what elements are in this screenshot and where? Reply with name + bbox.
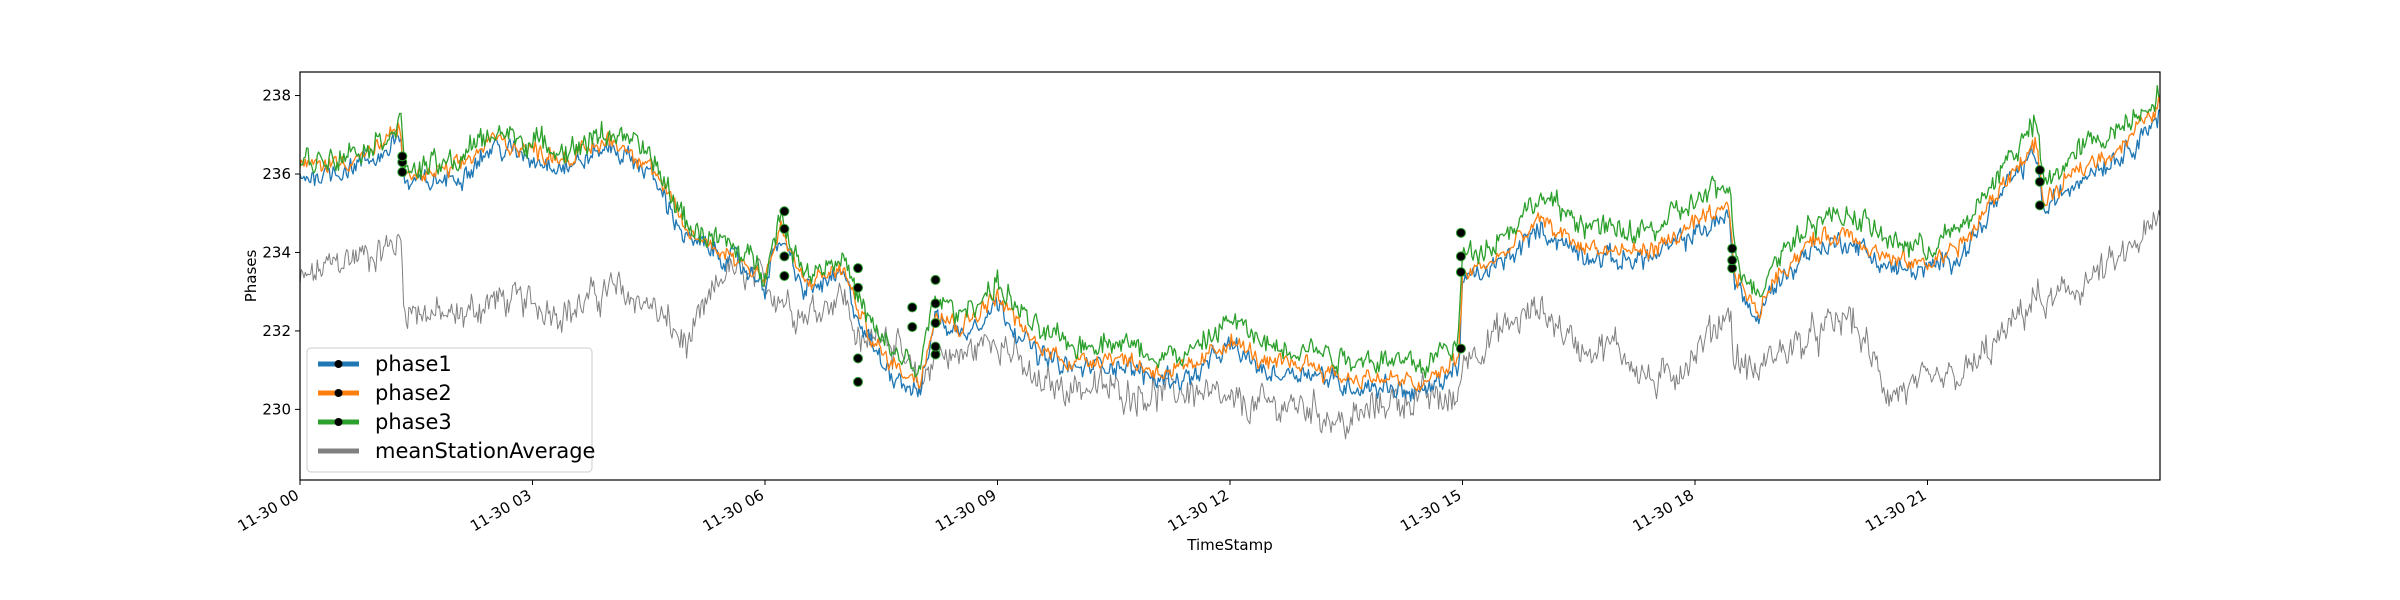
y-axis-title: Phases [242, 250, 260, 303]
legend-item-phase3: phase3 [318, 410, 452, 434]
y-tick-label: 230 [262, 400, 291, 418]
event-marker [779, 206, 790, 217]
legend-label-phase2: phase2 [375, 381, 452, 405]
legend-label-phase1: phase1 [375, 352, 452, 376]
event-marker [1727, 243, 1738, 254]
legend: phase1 phase2 phase3 meanStationAverage [306, 347, 595, 473]
event-marker [779, 271, 790, 281]
y-axis: 230 232 234 236 238 [262, 87, 300, 418]
x-tick-label: 11-30 03 [467, 486, 534, 535]
legend-marker-phase1 [334, 360, 343, 368]
event-marker [779, 251, 790, 262]
event-marker [1455, 343, 1466, 354]
event-marker [853, 263, 863, 274]
event-marker [930, 318, 941, 329]
legend-label-mean-station-average: meanStationAverage [375, 439, 595, 463]
legend-marker-phase2 [334, 389, 343, 397]
event-marker [853, 353, 863, 364]
x-tick-label: 11-30 21 [1862, 486, 1929, 535]
legend-marker-phase3 [334, 418, 343, 426]
x-tick-label: 11-30 09 [932, 486, 999, 535]
series-line-phase2 [300, 95, 2160, 392]
legend-label-phase3: phase3 [375, 410, 452, 434]
legend-item-phase2: phase2 [318, 381, 452, 405]
x-tick-label: 11-30 00 [235, 486, 302, 535]
x-axis-title: TimeStamp [1186, 536, 1272, 554]
event-marker [907, 302, 918, 313]
y-tick-label: 234 [262, 243, 291, 261]
event-marker [907, 322, 918, 332]
event-marker [397, 151, 408, 162]
x-tick-label: 11-30 12 [1165, 486, 1232, 535]
x-tick-label: 11-30 15 [1397, 486, 1464, 535]
event-marker [853, 282, 863, 293]
y-tick-label: 232 [262, 322, 291, 340]
event-marker [397, 167, 408, 178]
y-tick-label: 236 [262, 165, 291, 183]
event-marker [853, 376, 863, 387]
series-line-phase3 [300, 84, 2160, 379]
event-marker [1455, 227, 1466, 238]
y-tick-label: 238 [262, 87, 291, 105]
legend-item-mean-station-average: meanStationAverage [318, 439, 595, 463]
series-layer [300, 84, 2160, 440]
event-marker [1455, 267, 1466, 278]
event-marker [930, 341, 941, 352]
event-marker [779, 223, 790, 234]
event-marker [2034, 165, 2045, 176]
x-axis: 11-30 00 11-30 03 11-30 06 11-30 09 11-30 12… [235, 480, 1930, 535]
x-tick-label: 11-30 18 [1630, 486, 1697, 535]
event-marker [1455, 251, 1466, 262]
series-line-meanStationAverage [300, 210, 2160, 440]
marker-layer [397, 151, 2045, 387]
legend-item-phase1: phase1 [318, 352, 452, 376]
event-marker [1727, 255, 1738, 266]
legend-box [306, 347, 593, 473]
x-tick-label: 11-30 06 [700, 486, 767, 535]
event-marker [2034, 200, 2045, 211]
event-marker [930, 274, 941, 285]
event-marker [2034, 176, 2045, 187]
event-marker [930, 298, 941, 309]
